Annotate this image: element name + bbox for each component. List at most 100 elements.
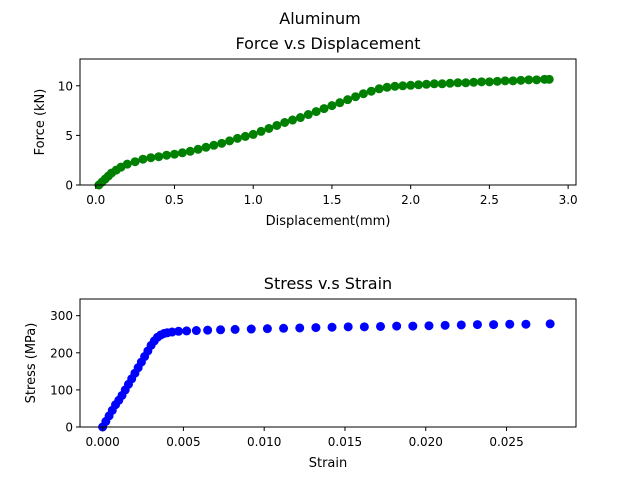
force-data-point bbox=[374, 84, 384, 94]
force-data-point bbox=[508, 76, 518, 86]
force-data-point bbox=[414, 80, 424, 90]
stress-data-point bbox=[489, 320, 499, 330]
force-x-tick-label: 0.5 bbox=[165, 193, 184, 207]
force-data-point bbox=[469, 77, 479, 87]
stress-y-tick-label: 300 bbox=[50, 309, 73, 323]
force-x-tick-label: 1.0 bbox=[244, 193, 263, 207]
stress-data-point bbox=[311, 323, 321, 333]
force-data-point bbox=[130, 157, 140, 167]
force-data-point bbox=[225, 136, 235, 146]
stress-x-tick-label: 0.010 bbox=[247, 435, 281, 449]
stress-data-point bbox=[191, 326, 201, 336]
force-y-tick-label: 0 bbox=[65, 179, 73, 193]
force-data-point bbox=[398, 81, 408, 91]
stress-x-tick-label: 0.005 bbox=[166, 435, 200, 449]
force-x-tick-label: 2.0 bbox=[401, 193, 420, 207]
force-x-tick-label: 3.0 bbox=[559, 193, 578, 207]
stress-data-point bbox=[472, 320, 482, 330]
stress-x-axis-label: Strain bbox=[309, 456, 348, 471]
stress-data-point bbox=[440, 320, 450, 330]
force-data-point bbox=[169, 149, 179, 159]
force-data-point bbox=[453, 78, 463, 88]
stress-data-point bbox=[295, 323, 305, 333]
stress-y-axis-label: Stress (MPa) bbox=[24, 323, 39, 404]
stress-strain-plot: 0.000 0.005 0.010 0.015 0.020 0.025 0 100 200 300… bbox=[24, 274, 577, 471]
force-data-point bbox=[516, 75, 526, 85]
stress-y-tick-label: 0 bbox=[65, 421, 73, 435]
force-data-point bbox=[201, 142, 211, 152]
force-points bbox=[94, 74, 554, 190]
force-data-point bbox=[193, 144, 203, 154]
force-y-tick-label: 5 bbox=[65, 129, 73, 143]
stress-data-point bbox=[246, 324, 256, 334]
force-data-point bbox=[390, 81, 400, 91]
force-axes-frame bbox=[79, 58, 577, 186]
force-data-point bbox=[492, 76, 502, 86]
stress-data-point bbox=[203, 325, 213, 335]
force-x-tick-label: 0.0 bbox=[86, 193, 105, 207]
force-data-point bbox=[484, 77, 494, 87]
force-data-point bbox=[544, 74, 554, 84]
force-data-point bbox=[162, 150, 172, 160]
force-data-point bbox=[319, 104, 329, 114]
stress-data-point bbox=[262, 324, 272, 334]
stress-points bbox=[98, 319, 555, 432]
stress-data-point bbox=[505, 319, 515, 329]
stress-data-point bbox=[230, 324, 240, 334]
stress-data-point bbox=[327, 322, 337, 332]
stress-data-point bbox=[359, 322, 369, 332]
force-data-point bbox=[461, 78, 471, 88]
force-data-point bbox=[122, 159, 132, 169]
force-data-point bbox=[264, 123, 274, 133]
force-data-point bbox=[358, 89, 368, 99]
force-data-point bbox=[343, 95, 353, 105]
force-data-point bbox=[524, 75, 534, 85]
stress-x-tick-label: 0.025 bbox=[489, 435, 523, 449]
stress-y-tick-label: 100 bbox=[50, 383, 73, 397]
force-data-point bbox=[327, 101, 337, 111]
stress-data-point bbox=[545, 319, 555, 329]
stress-data-point bbox=[216, 325, 226, 335]
stress-data-point bbox=[392, 321, 402, 331]
stress-x-tick-label: 0.020 bbox=[409, 435, 443, 449]
force-data-point bbox=[288, 115, 298, 125]
stress-data-point bbox=[424, 321, 434, 331]
force-data-point bbox=[500, 76, 510, 86]
stress-data-point bbox=[456, 320, 466, 330]
force-data-point bbox=[295, 113, 305, 123]
force-data-point bbox=[303, 110, 313, 120]
force-data-point bbox=[272, 120, 282, 130]
stress-title: Stress v.s Strain bbox=[264, 274, 392, 293]
force-data-point bbox=[429, 79, 439, 89]
force-data-point bbox=[177, 148, 187, 158]
force-title: Force v.s Displacement bbox=[235, 34, 420, 53]
force-data-point bbox=[445, 78, 455, 88]
force-y-axis-label: Force (kN) bbox=[33, 89, 48, 156]
force-data-point bbox=[185, 146, 195, 156]
force-data-point bbox=[366, 86, 376, 96]
stress-data-point bbox=[376, 321, 386, 331]
force-data-point bbox=[154, 152, 164, 162]
force-x-tick-label: 1.5 bbox=[322, 193, 341, 207]
stress-x-tick-label: 0.000 bbox=[85, 435, 119, 449]
stress-data-point bbox=[408, 321, 418, 331]
stress-data-point bbox=[343, 322, 353, 332]
stress-data-point bbox=[174, 326, 184, 336]
stress-data-point bbox=[279, 323, 289, 333]
force-data-point bbox=[256, 126, 266, 136]
force-data-point bbox=[406, 80, 416, 90]
stress-data-point bbox=[521, 319, 531, 329]
force-x-axis-label: Displacement(mm) bbox=[266, 214, 391, 229]
force-data-point bbox=[351, 92, 361, 102]
force-data-point bbox=[477, 77, 487, 87]
force-data-point bbox=[232, 133, 242, 143]
force-data-point bbox=[280, 118, 290, 128]
force-data-point bbox=[335, 98, 345, 108]
stress-data-point bbox=[182, 326, 192, 336]
force-displacement-plot: 0.0 0.5 1.0 1.5 2.0 2.5 3.0 0 5 10 Force v.s Displ… bbox=[33, 34, 578, 229]
stress-x-tick-label: 0.015 bbox=[328, 435, 362, 449]
force-y-tick-label: 10 bbox=[58, 79, 73, 93]
stress-y-tick-label: 200 bbox=[50, 346, 73, 360]
